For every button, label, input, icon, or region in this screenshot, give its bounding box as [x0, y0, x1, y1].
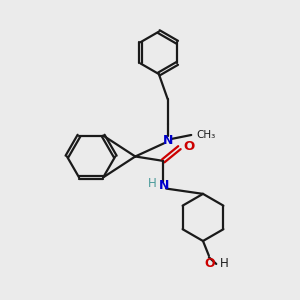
Text: CH₃: CH₃ — [196, 130, 215, 140]
Text: N: N — [159, 178, 169, 191]
Text: O: O — [183, 140, 194, 153]
Text: N: N — [163, 134, 173, 147]
Text: H: H — [220, 257, 229, 270]
Text: H: H — [148, 177, 156, 190]
Text: O: O — [204, 256, 215, 270]
